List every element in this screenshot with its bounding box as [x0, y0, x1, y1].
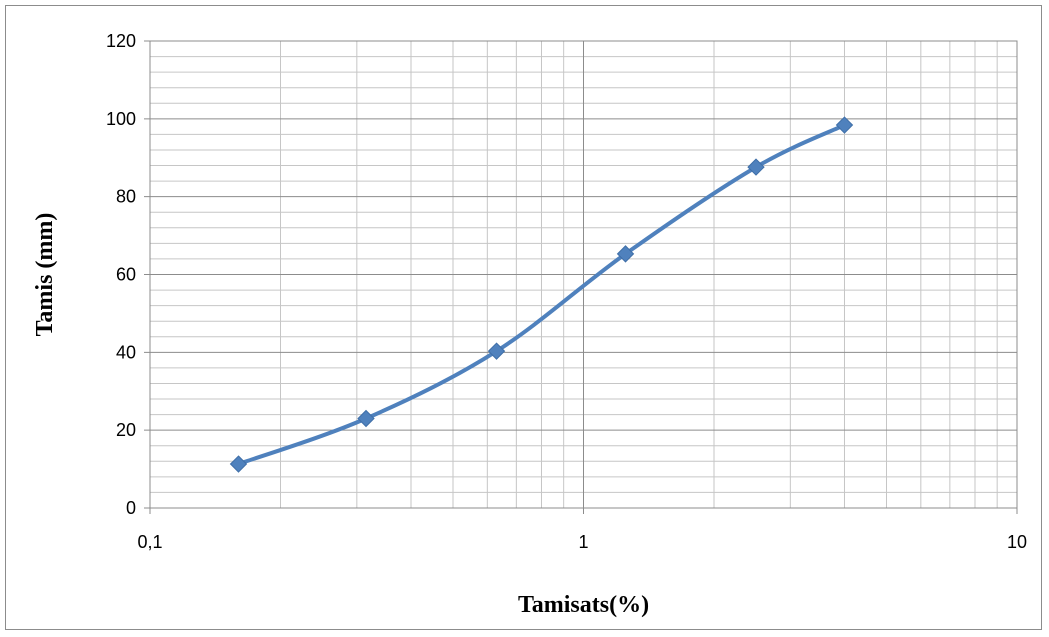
y-tick-label: 100 [106, 109, 136, 129]
y-tick-label: 80 [116, 187, 136, 207]
data-point-marker [229, 455, 248, 473]
series-layer [229, 116, 854, 473]
data-point-marker [835, 116, 854, 134]
chart-frame [5, 5, 1042, 630]
y-tick-labels: 0 20 40 60 80 100 120 [106, 31, 136, 518]
y-tick-label: 0 [126, 498, 136, 518]
x-tick-labels: 0,1 1 10 [137, 532, 1027, 552]
x-tick-label: 10 [1007, 532, 1027, 552]
y-tick-label: 40 [116, 342, 136, 362]
plot-area [149, 40, 1018, 509]
data-point-marker [616, 245, 635, 263]
data-point-marker [487, 342, 506, 360]
x-tick-label: 1 [578, 532, 588, 552]
data-point-marker [747, 158, 765, 176]
x-axis-title: Tamisats(%) [518, 592, 649, 618]
y-tick-label: 120 [106, 31, 136, 51]
y-tick-label: 60 [116, 265, 136, 285]
y-tick-label: 20 [116, 420, 136, 440]
data-point-marker [357, 409, 375, 428]
y-axis-title: Tamis (mm) [32, 213, 58, 337]
x-tick-label: 0,1 [137, 532, 162, 552]
